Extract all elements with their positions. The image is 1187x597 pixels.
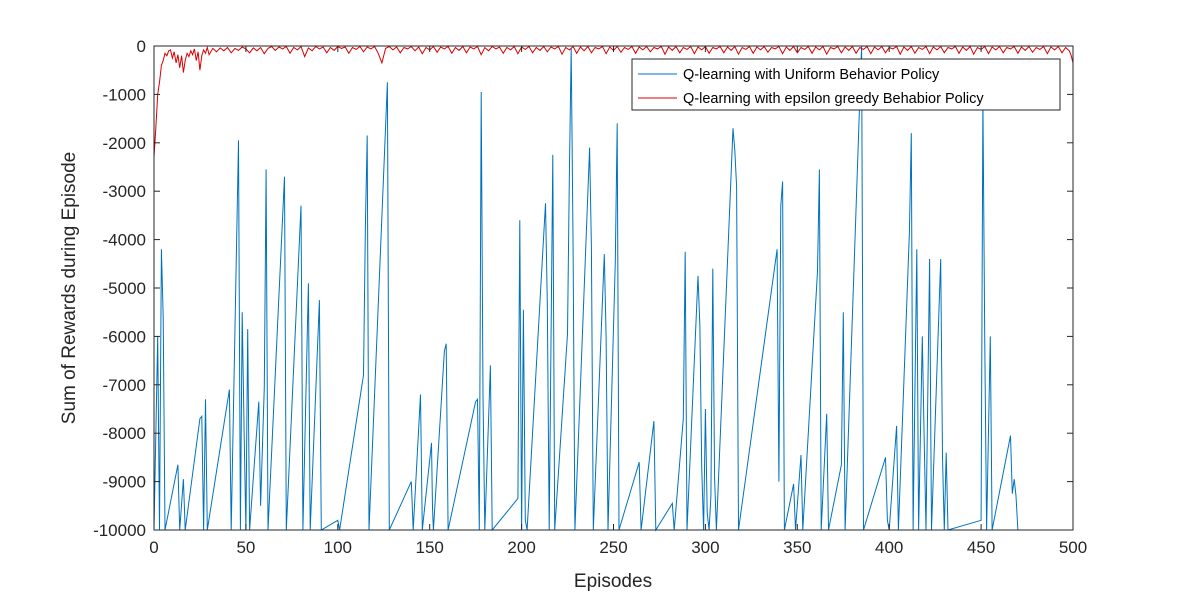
x-axis-label: Episodes: [574, 571, 652, 592]
y-tick-label: -3000: [103, 182, 146, 201]
x-tick-label: 150: [416, 538, 444, 557]
legend-box: [631, 58, 1061, 111]
legend: Q-learning with Uniform Behavior Policy …: [631, 58, 1061, 111]
x-tick-label: 300: [691, 538, 719, 557]
x-tick-label: 100: [324, 538, 352, 557]
x-tick-label: 250: [599, 538, 627, 557]
y-tick-label: -2000: [103, 134, 146, 153]
y-tick-label: -9000: [103, 473, 146, 492]
x-tick-label: 450: [967, 538, 995, 557]
legend-entry-epsilon-greedy: Q-learning with epsilon greedy Behabior …: [683, 91, 984, 107]
y-tick-label: -6000: [103, 327, 146, 346]
series-line-uniform: [153, 45, 1019, 532]
tick-layer: 0 50 100 150 200 250 300 350 400 450 500 0 -1000 -200…: [93, 37, 1087, 557]
x-tick-label: 400: [875, 538, 903, 557]
x-tick-label: 200: [507, 538, 535, 557]
y-tick-label: -10000: [93, 521, 146, 540]
y-tick-label: -5000: [103, 279, 146, 298]
y-tick-label: 0: [137, 37, 146, 56]
y-tick-label: -1000: [103, 85, 146, 104]
x-tick-label: 0: [149, 538, 158, 557]
y-tick-label: -7000: [103, 376, 146, 395]
legend-entry-uniform: Q-learning with Uniform Behavior Policy: [683, 67, 940, 83]
y-tick-label: -4000: [103, 231, 146, 250]
x-tick-label: 50: [236, 538, 255, 557]
x-tick-label: 350: [783, 538, 811, 557]
x-tick-label: 500: [1059, 538, 1087, 557]
y-tick-label: -8000: [103, 424, 146, 443]
y-axis-label: Sum of Rewards during Episode: [59, 152, 80, 424]
plot-area: [154, 46, 1073, 530]
